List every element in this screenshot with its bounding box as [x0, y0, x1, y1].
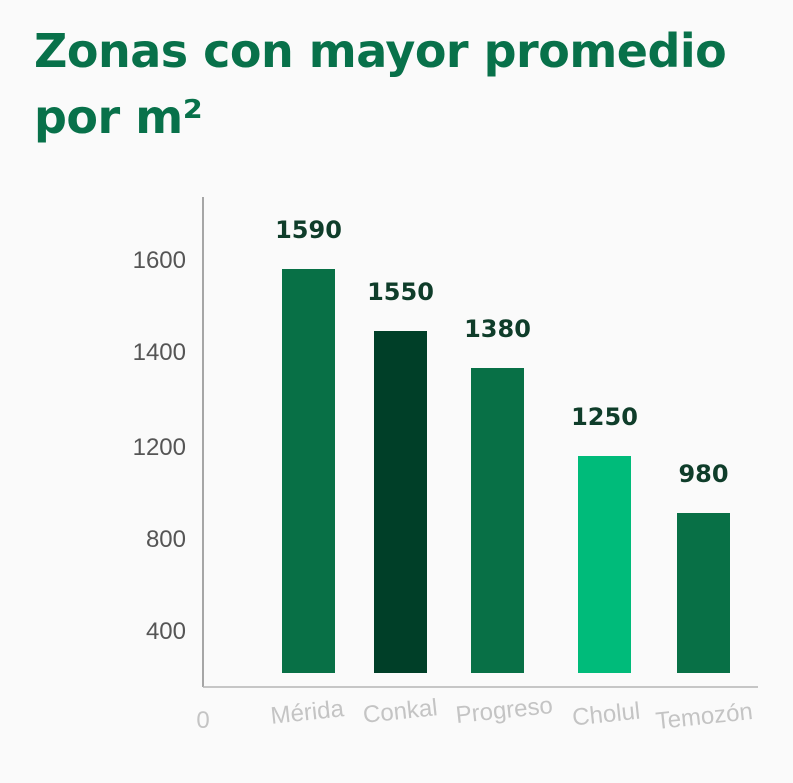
bar [374, 331, 427, 673]
data-label: 1380 [464, 315, 531, 343]
data-label: 1590 [275, 216, 342, 244]
category-label: Mérida [269, 695, 345, 730]
y-tick-label: 1600 [133, 247, 186, 274]
x-origin-label: 0 [196, 707, 209, 734]
bar [677, 513, 730, 673]
data-label: 980 [678, 460, 728, 488]
category-labels: Mérida Conkal Progreso Cholul Temozón [269, 692, 754, 735]
chart-title: Zonas con mayor promedio por m² [34, 24, 727, 144]
bar [471, 368, 524, 673]
y-tick-labels: 400 800 1200 1400 1600 [133, 247, 186, 645]
y-tick-label: 400 [146, 618, 186, 645]
data-label: 1550 [367, 278, 434, 306]
bar [578, 456, 631, 673]
data-label: 1250 [571, 403, 638, 431]
bars [282, 269, 730, 673]
category-label: Temozón [654, 698, 754, 735]
category-label: Conkal [362, 694, 439, 729]
bar [282, 269, 335, 673]
y-tick-label: 800 [146, 526, 186, 553]
data-labels: 1590 1550 1380 1250 980 [275, 216, 728, 488]
y-tick-label: 1400 [133, 339, 186, 366]
category-label: Progreso [454, 692, 554, 729]
y-tick-label: 1200 [133, 434, 186, 461]
x-axis-group: 0 [196, 686, 758, 734]
category-label: Cholul [571, 698, 641, 732]
